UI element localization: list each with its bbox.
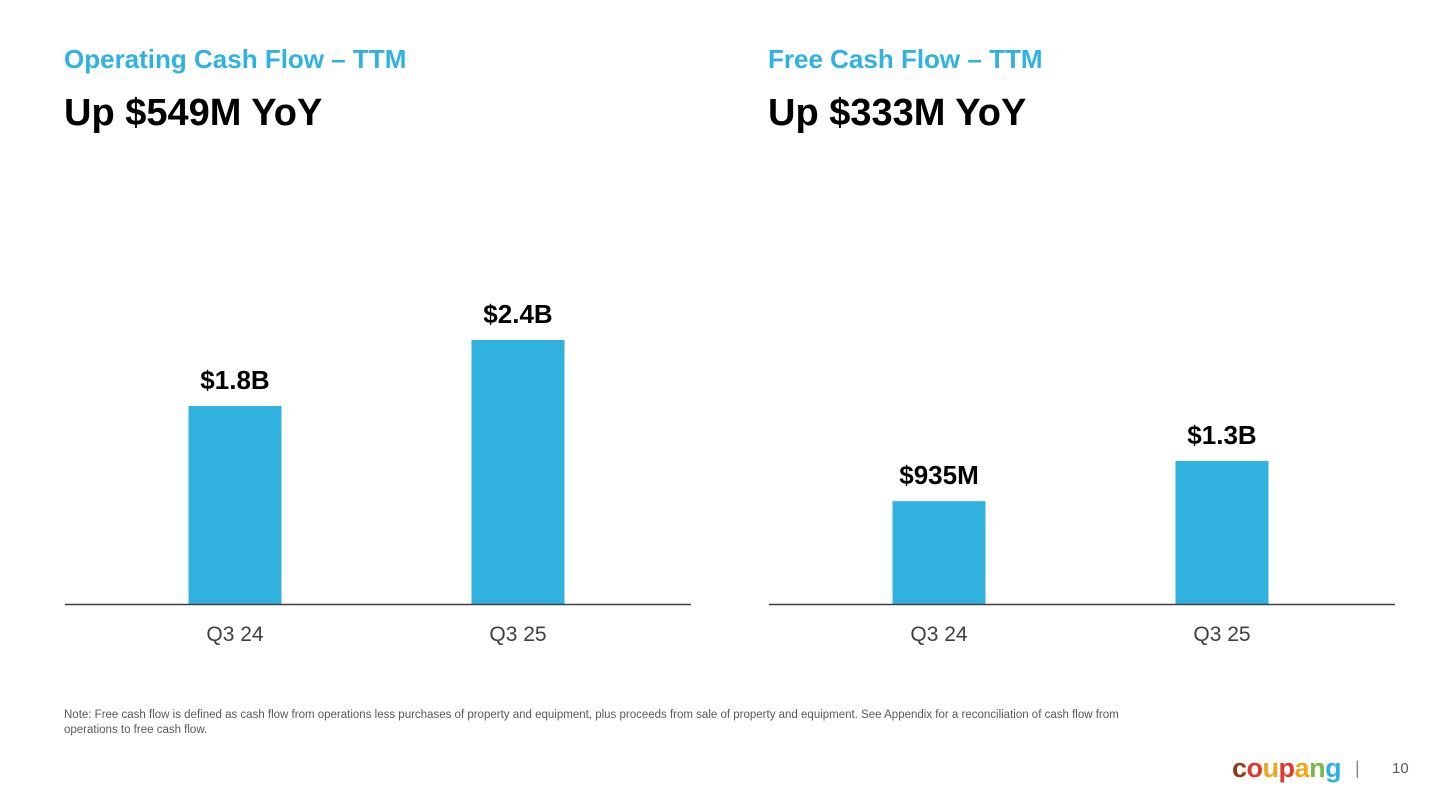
bar-q3-25 <box>471 340 565 604</box>
free-cash-flow-chart: $935M Q3 24 $1.3B Q3 25 <box>769 420 1395 646</box>
bar-q3-24 <box>892 501 986 604</box>
page-number: 10 <box>1392 760 1409 777</box>
chart-title: Free Cash Flow – TTM <box>768 44 1043 74</box>
bar-q3-25 <box>1175 461 1269 604</box>
data-label: $1.3B <box>1187 420 1256 450</box>
bar-q3-24 <box>188 406 282 604</box>
chart-title: Operating Cash Flow – TTM <box>64 44 407 74</box>
footer-separator: | <box>1355 758 1360 778</box>
data-label: $935M <box>899 460 979 490</box>
x-tick-label: Q3 24 <box>206 623 264 646</box>
footnote: Note: Free cash flow is defined as cash … <box>64 709 1119 736</box>
x-tick-label: Q3 25 <box>489 623 546 646</box>
operating-cash-flow-chart: $1.8B Q3 24 $2.4B Q3 25 <box>65 299 691 646</box>
chart-headline: Up $333M YoY <box>768 92 1027 134</box>
coupang-logo: coupang <box>1232 753 1342 783</box>
data-label: $2.4B <box>483 299 552 329</box>
x-tick-label: Q3 24 <box>910 623 968 646</box>
chart-headline: Up $549M YoY <box>64 92 323 134</box>
x-tick-label: Q3 25 <box>1193 623 1250 646</box>
data-label: $1.8B <box>200 365 269 395</box>
